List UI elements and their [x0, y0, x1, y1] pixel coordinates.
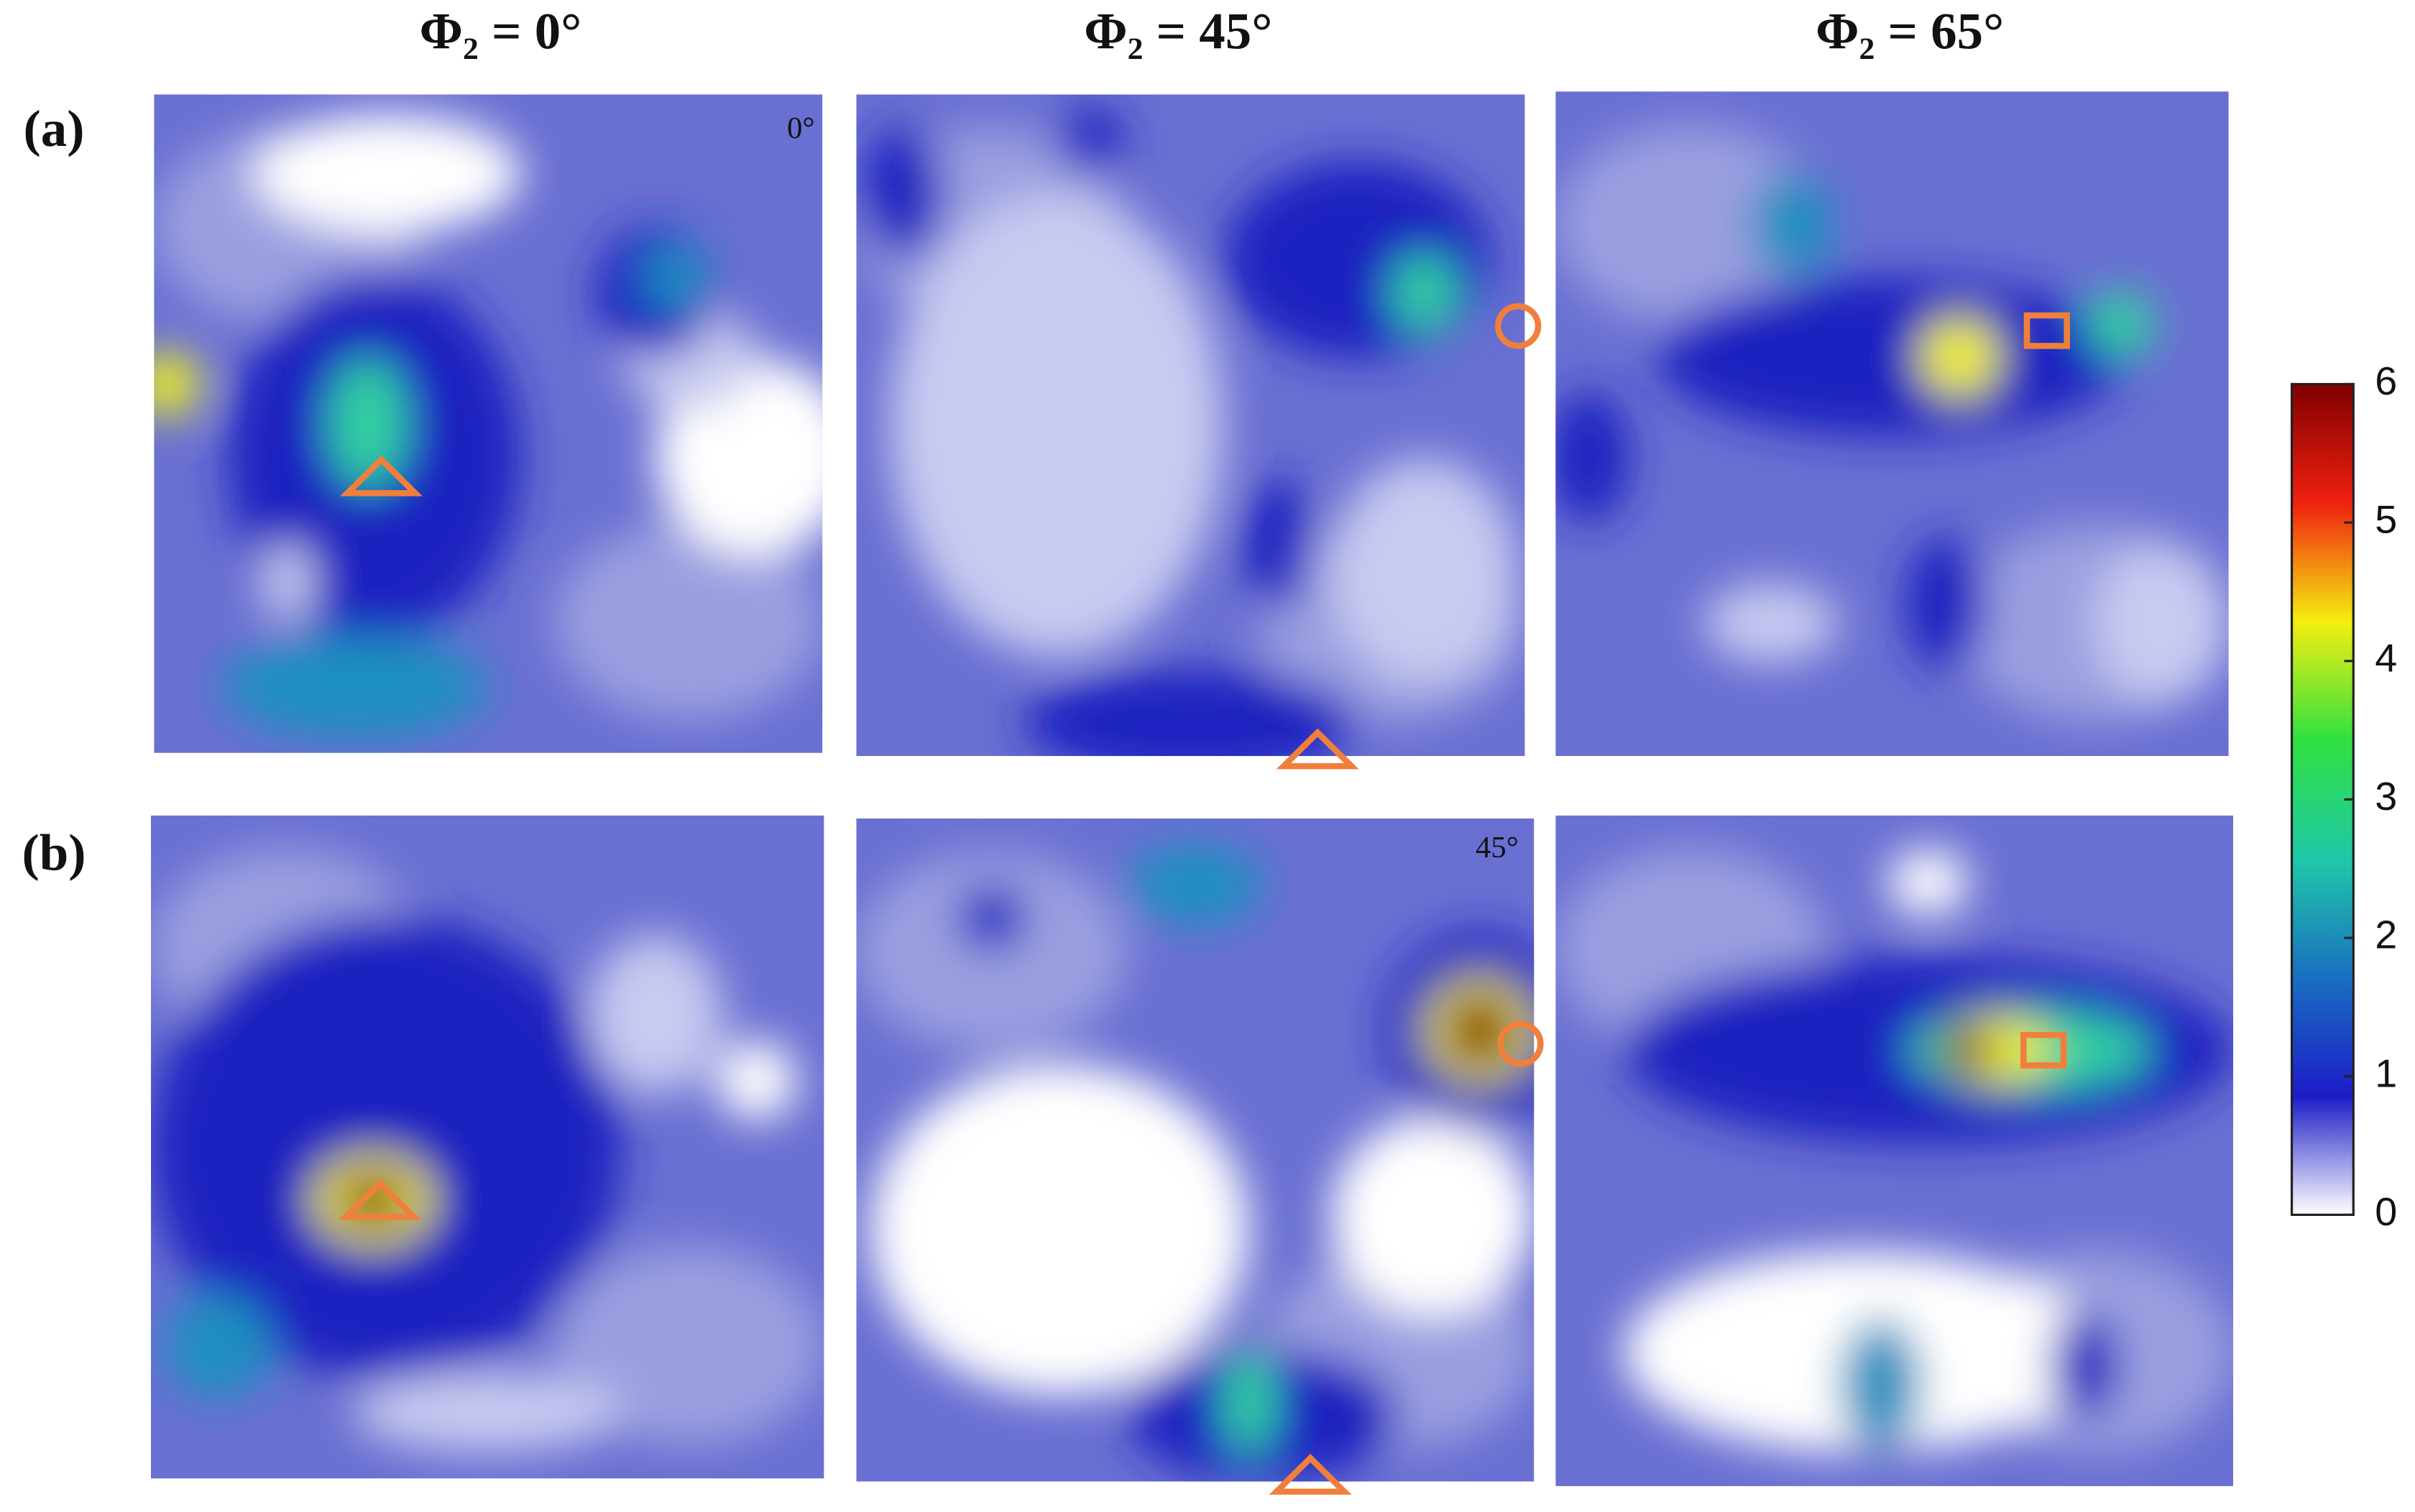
contour-region — [642, 246, 709, 312]
contour-region — [2094, 543, 2229, 703]
contour-panel — [151, 815, 824, 1479]
colorbar-tick-label: 4 — [2375, 636, 2397, 681]
contour-region — [555, 522, 823, 720]
colorbar-tick-label: 5 — [2375, 497, 2397, 542]
colorbar-scale — [2290, 382, 2355, 1217]
contour-blobs — [1555, 124, 2229, 723]
contour-region — [1057, 107, 1124, 174]
column-title: Φ₂ = 45° — [1084, 2, 1272, 60]
contour-region — [870, 1064, 1250, 1396]
contour-panel — [1555, 91, 2229, 756]
contour-region — [862, 127, 944, 260]
contour-region — [957, 885, 1026, 951]
contour-region — [1656, 277, 2128, 438]
contour-region — [261, 542, 315, 622]
contour-region — [328, 358, 408, 490]
contour-region — [1941, 1030, 1997, 1071]
contour-region — [221, 634, 489, 740]
contour-region — [254, 114, 522, 233]
colorbar: 0 1 2 3 4 5 6 — [2290, 359, 2397, 1234]
contour-region — [1840, 1318, 1922, 1453]
contour-region — [1918, 317, 2000, 397]
orientation-marker — [1494, 303, 1542, 349]
orientation-marker — [1276, 728, 1359, 770]
contour-blobs — [856, 107, 1525, 756]
orientation-marker — [1269, 1454, 1352, 1495]
contour-blobs — [1555, 849, 2234, 1453]
contour-region — [1223, 160, 1491, 359]
contour-region — [1887, 849, 1969, 916]
contour-region — [1703, 583, 1839, 663]
contour-region — [1391, 253, 1458, 333]
panel-label: 45° — [1476, 831, 1519, 865]
contour-region — [2087, 290, 2155, 358]
contour-region — [1750, 171, 1832, 278]
contour-region — [1330, 1117, 1535, 1316]
orientation-marker — [2020, 1031, 2067, 1069]
colorbar-tick-label: 0 — [2375, 1189, 2397, 1234]
contour-region — [588, 934, 723, 1094]
contour-panel — [1555, 815, 2234, 1486]
contour-region — [154, 351, 201, 418]
row-label: (b) — [22, 824, 86, 882]
orientation-marker — [339, 455, 423, 497]
contour-blobs — [856, 844, 1535, 1482]
contour-blobs — [151, 848, 824, 1452]
contour-region — [1555, 124, 1825, 324]
contour-panel — [856, 818, 1535, 1482]
contour-region — [1905, 536, 1987, 670]
contour-region — [1330, 458, 1519, 683]
contour-panel — [856, 94, 1525, 756]
panels: 0° 45° — [151, 91, 2234, 1495]
contour-region — [2050, 1312, 2118, 1419]
orientation-marker — [2023, 312, 2071, 349]
contour-region — [1555, 390, 1630, 524]
contour-region — [1222, 1349, 1277, 1455]
colorbar-tick-label: 3 — [2375, 774, 2397, 819]
contour-region — [716, 1041, 797, 1121]
row-label: (a) — [24, 100, 85, 158]
column-title: Φ₂ = 65° — [1816, 2, 2004, 60]
contour-region — [164, 1293, 272, 1399]
contour-region — [554, 1246, 824, 1446]
orientation-marker — [338, 1179, 421, 1220]
contour-panel — [154, 94, 823, 753]
contour-region — [1445, 994, 1514, 1067]
column-title: Φ₂ = 0° — [420, 2, 582, 60]
colorbar-tick-label: 2 — [2375, 913, 2397, 957]
contour-blobs — [154, 114, 823, 740]
contour-region — [1023, 670, 1358, 756]
contour-region — [889, 193, 1224, 657]
orientation-marker — [1497, 1020, 1544, 1067]
colorbar-tick-label: 1 — [2375, 1051, 2397, 1096]
contour-region — [352, 1372, 622, 1452]
panel-label: 0° — [787, 111, 815, 145]
contour-region — [1243, 478, 1311, 611]
contour-region — [151, 915, 622, 1379]
contour-region — [339, 1173, 407, 1227]
contour-region — [1127, 844, 1264, 925]
colorbar-tick-label: 6 — [2375, 359, 2397, 403]
